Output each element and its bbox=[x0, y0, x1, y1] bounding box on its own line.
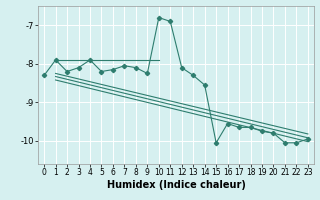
X-axis label: Humidex (Indice chaleur): Humidex (Indice chaleur) bbox=[107, 180, 245, 190]
